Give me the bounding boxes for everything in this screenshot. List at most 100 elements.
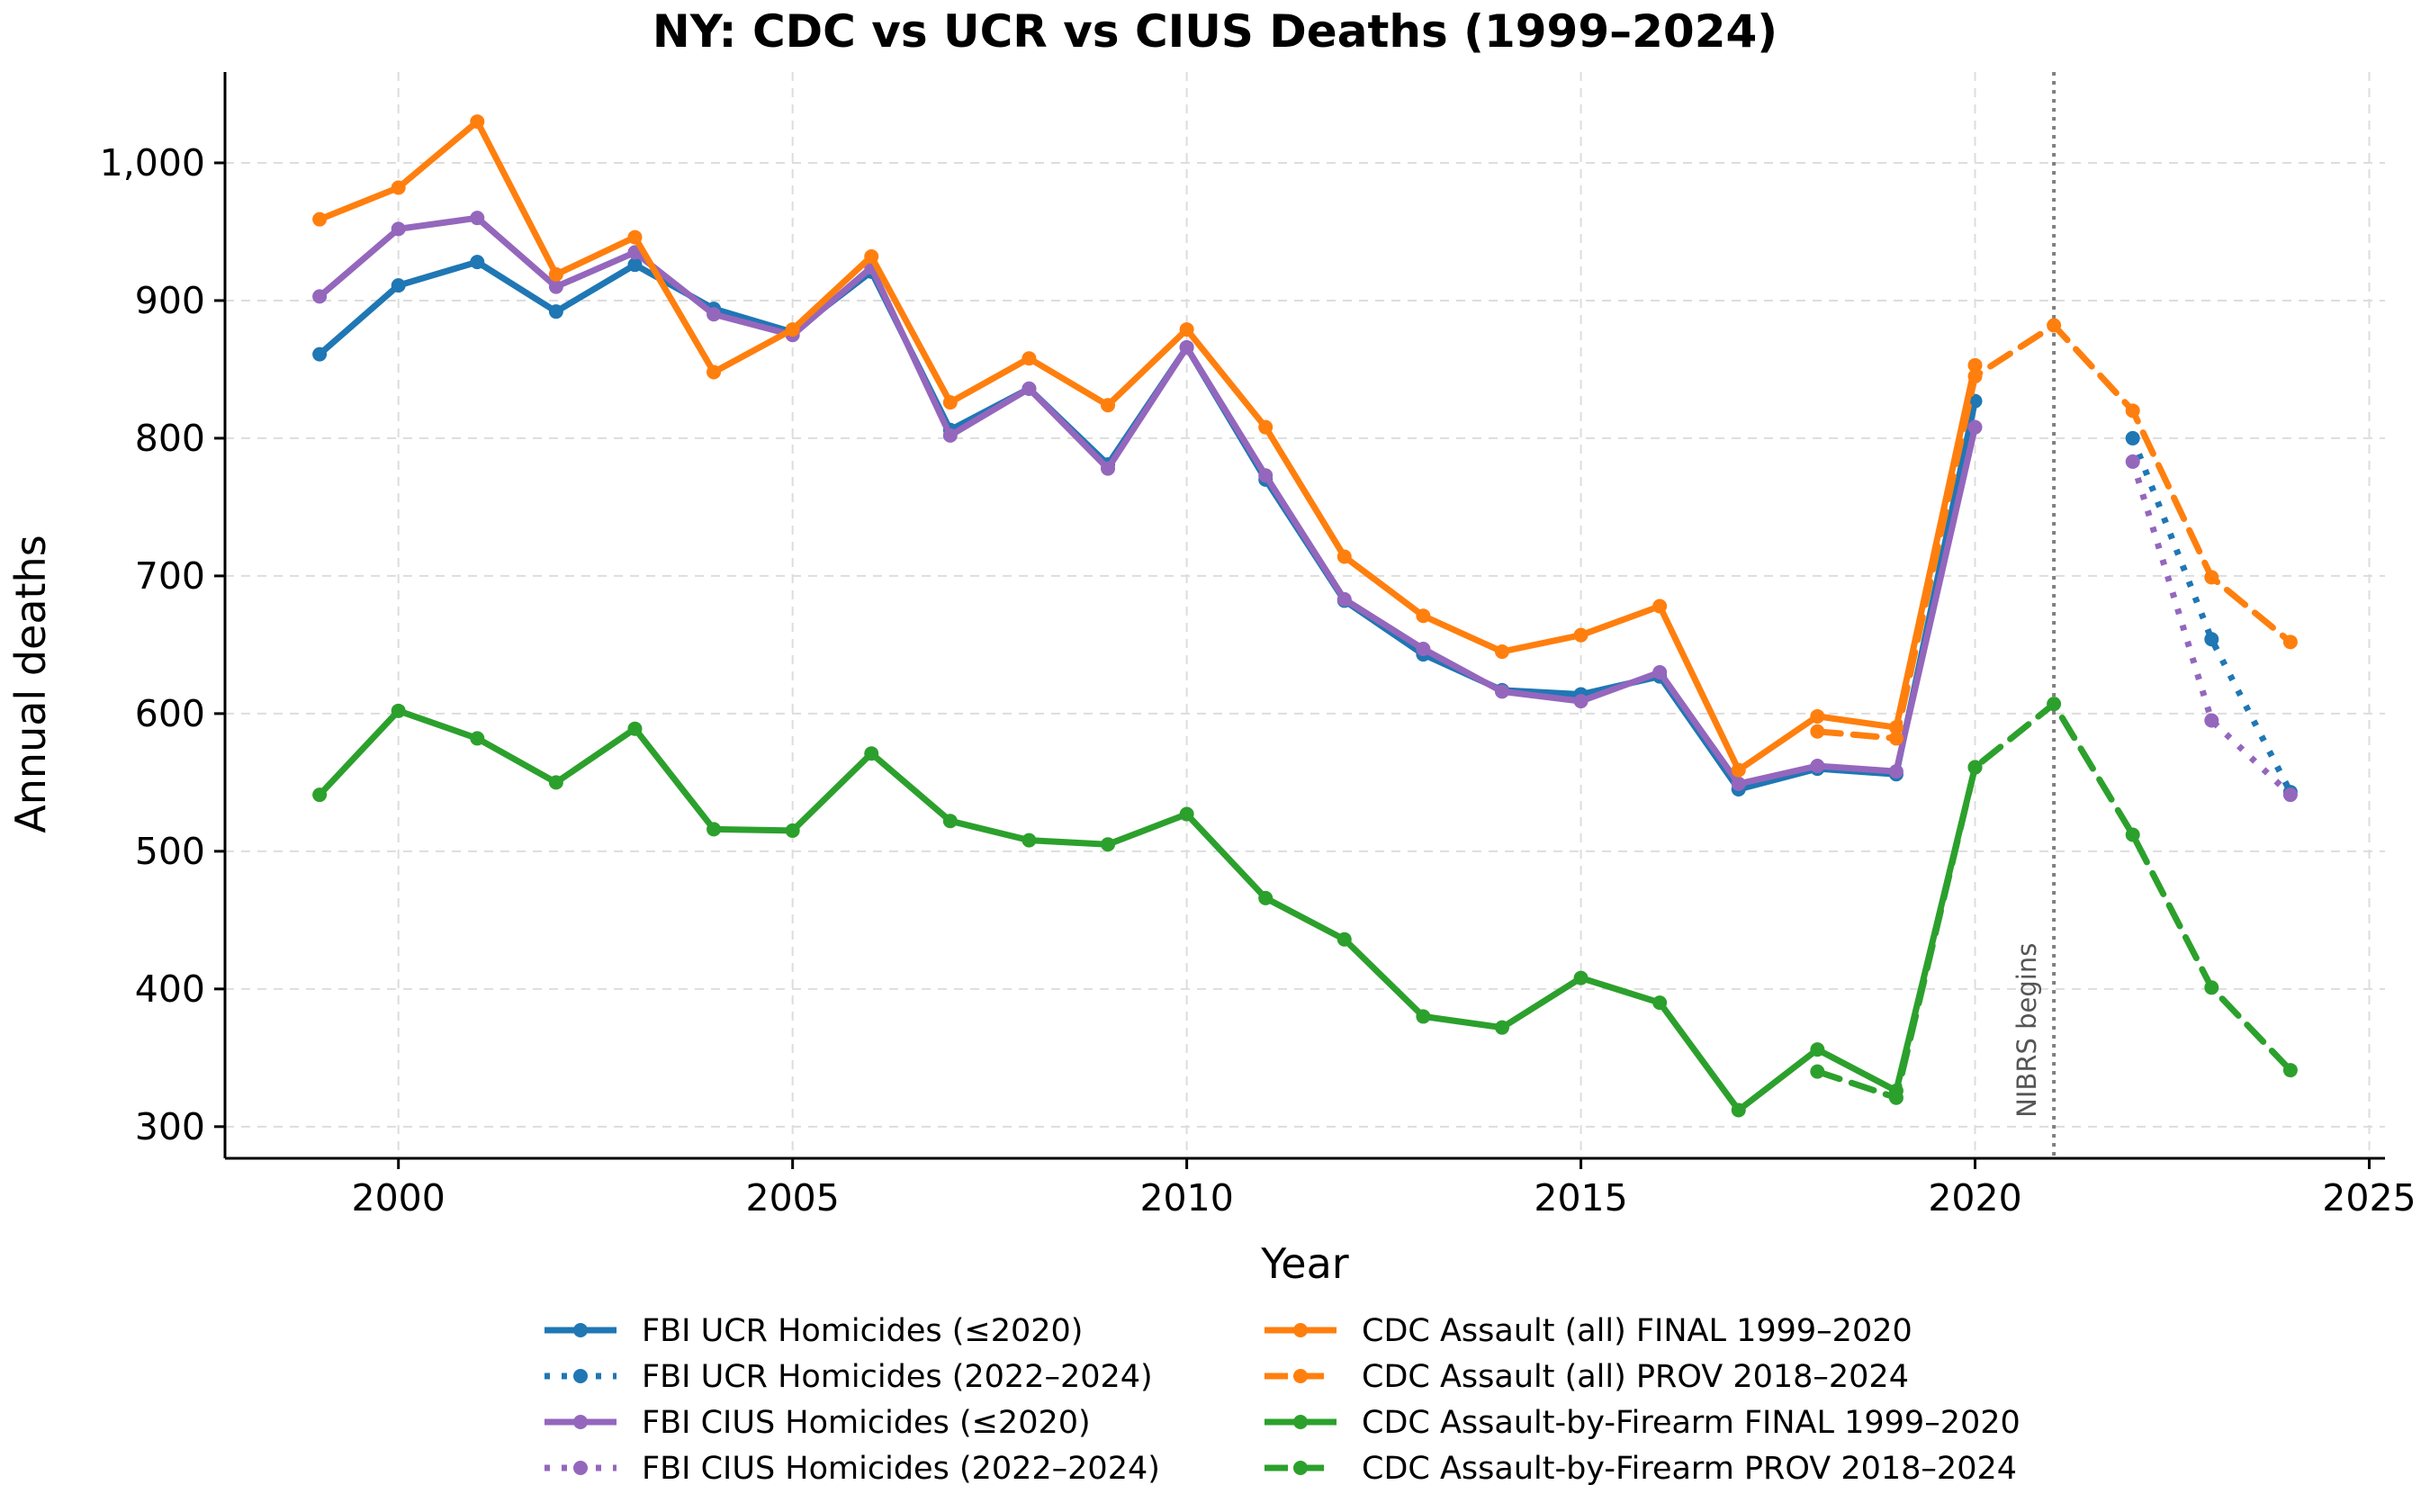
legend-marker-2 xyxy=(573,1415,588,1429)
legend-label-5: CDC Assault (all) PROV 2018–2024 xyxy=(1362,1359,1909,1395)
legend-item-3: FBI CIUS Homicides (2022–2024) xyxy=(544,1451,1160,1487)
y-tick-label-4: 700 xyxy=(135,554,205,598)
y-tick-label-5: 800 xyxy=(135,417,205,460)
data-point-2-13 xyxy=(1336,591,1352,607)
data-point-6-12 xyxy=(1258,890,1274,905)
chart-title: NY: CDC vs UCR vs CIUS Deaths (1999–2024… xyxy=(652,5,1778,58)
data-point-0-1 xyxy=(391,278,406,293)
data-point-6-0 xyxy=(312,788,328,803)
data-point-6-14 xyxy=(1416,1009,1431,1024)
x-tick-label-2: 2010 xyxy=(1139,1176,1233,1220)
data-point-2-16 xyxy=(1573,694,1588,709)
legend-label-0: FBI UCR Homicides (≤2020) xyxy=(642,1313,1083,1349)
data-point-6-8 xyxy=(942,814,958,829)
data-point-6-4 xyxy=(627,721,643,736)
series-line-4 xyxy=(316,118,1978,774)
data-point-4-8 xyxy=(942,395,958,410)
data-point-6-9 xyxy=(1022,832,1037,848)
legend-item-6: CDC Assault-by-Firearm FINAL 1999–2020 xyxy=(1264,1405,2020,1441)
legend-marker-4 xyxy=(1293,1323,1308,1337)
grid xyxy=(225,72,2385,1158)
y-tick-label-7: 1,000 xyxy=(100,141,205,184)
data-point-6-5 xyxy=(706,822,722,837)
data-point-7-2 xyxy=(1967,760,1983,775)
data-point-7-4 xyxy=(2125,827,2140,842)
data-point-2-11 xyxy=(1179,339,1194,355)
data-point-7-1 xyxy=(1888,1090,1904,1105)
y-tick-label-3: 600 xyxy=(135,692,205,735)
data-point-4-9 xyxy=(1022,351,1037,366)
data-point-4-19 xyxy=(1810,708,1825,724)
data-point-4-17 xyxy=(1652,598,1668,614)
legend-item-1: FBI UCR Homicides (2022–2024) xyxy=(544,1359,1153,1395)
data-point-2-14 xyxy=(1416,641,1431,656)
data-point-2-17 xyxy=(1652,664,1668,680)
data-point-6-13 xyxy=(1336,932,1352,947)
data-point-6-3 xyxy=(548,775,563,790)
data-point-7-6 xyxy=(2282,1063,2298,1078)
data-point-5-0 xyxy=(1810,724,1825,739)
data-point-2-21 xyxy=(1967,419,1983,435)
data-point-2-18 xyxy=(1731,776,1746,791)
series-line-6 xyxy=(316,707,1978,1113)
legend-label-2: FBI CIUS Homicides (≤2020) xyxy=(642,1405,1091,1441)
data-point-3-2 xyxy=(2282,788,2298,803)
data-point-4-4 xyxy=(627,230,643,245)
data-point-6-17 xyxy=(1652,995,1668,1011)
data-point-6-18 xyxy=(1731,1102,1746,1118)
data-point-5-3 xyxy=(2047,318,2062,333)
series-line-2 xyxy=(316,214,1978,788)
x-tick-label-1: 2005 xyxy=(745,1176,839,1220)
data-point-0-3 xyxy=(548,304,563,320)
ticks: 2000 2005 2010 2015 2020 2025 300 400 500 600 700 8… xyxy=(100,141,2416,1220)
series-cdc-assault-by-firearm-prov-2018-2024 xyxy=(1810,697,2298,1105)
legend-marker-3 xyxy=(573,1461,588,1475)
series-fbi-cius-homicides-2020 xyxy=(312,211,1983,791)
data-point-2-5 xyxy=(706,307,722,322)
series-fbi-cius-homicides-2022-2024 xyxy=(2125,454,2298,803)
data-point-2-2 xyxy=(470,211,485,226)
series-layer xyxy=(312,114,2298,1118)
legend-label-6: CDC Assault-by-Firearm FINAL 1999–2020 xyxy=(1362,1405,2020,1441)
x-axis-label: Year xyxy=(1260,1239,1348,1288)
data-point-1-0 xyxy=(2125,430,2140,446)
legend-label-7: CDC Assault-by-Firearm PROV 2018–2024 xyxy=(1362,1451,2017,1487)
y-tick-label-2: 500 xyxy=(135,830,205,873)
y-tick-label-1: 400 xyxy=(135,968,205,1011)
data-point-4-15 xyxy=(1494,644,1509,660)
data-point-4-14 xyxy=(1416,608,1431,624)
data-point-4-12 xyxy=(1258,419,1274,435)
legend-label-3: FBI CIUS Homicides (2022–2024) xyxy=(642,1451,1160,1487)
data-point-6-1 xyxy=(391,703,406,718)
annotation-layer: NIBRS begins xyxy=(2012,72,2056,1158)
series-line-3 xyxy=(2129,460,2293,797)
data-point-4-13 xyxy=(1336,549,1352,564)
series-cdc-assault-all-prov-2018-2024 xyxy=(1810,318,2298,746)
data-point-6-15 xyxy=(1494,1020,1509,1035)
data-point-4-6 xyxy=(785,322,800,338)
data-point-2-19 xyxy=(1810,759,1825,774)
x-tick-label-4: 2020 xyxy=(1928,1176,2021,1220)
y-tick-label-6: 900 xyxy=(135,279,205,322)
data-point-5-2 xyxy=(1967,369,1983,384)
data-point-4-3 xyxy=(548,266,563,282)
legend-item-0: FBI UCR Homicides (≤2020) xyxy=(544,1313,1083,1349)
data-point-4-16 xyxy=(1573,627,1588,643)
data-point-7-3 xyxy=(2047,697,2062,712)
legend-label-1: FBI UCR Homicides (2022–2024) xyxy=(642,1359,1153,1395)
data-point-0-0 xyxy=(312,346,328,362)
data-point-2-12 xyxy=(1258,468,1274,483)
legend-item-4: CDC Assault (all) FINAL 1999–2020 xyxy=(1264,1313,1912,1349)
data-point-4-7 xyxy=(864,248,879,264)
data-point-2-0 xyxy=(312,289,328,304)
series-cdc-assault-by-firearm-final-1999-2020 xyxy=(312,703,1983,1118)
data-point-6-2 xyxy=(470,731,485,746)
data-point-2-20 xyxy=(1888,764,1904,779)
x-tick-label-0: 2000 xyxy=(352,1176,446,1220)
data-point-4-10 xyxy=(1101,398,1116,413)
legend-marker-1 xyxy=(573,1369,588,1383)
data-point-6-7 xyxy=(864,746,879,761)
data-point-6-11 xyxy=(1179,806,1194,822)
data-point-5-4 xyxy=(2125,403,2140,418)
